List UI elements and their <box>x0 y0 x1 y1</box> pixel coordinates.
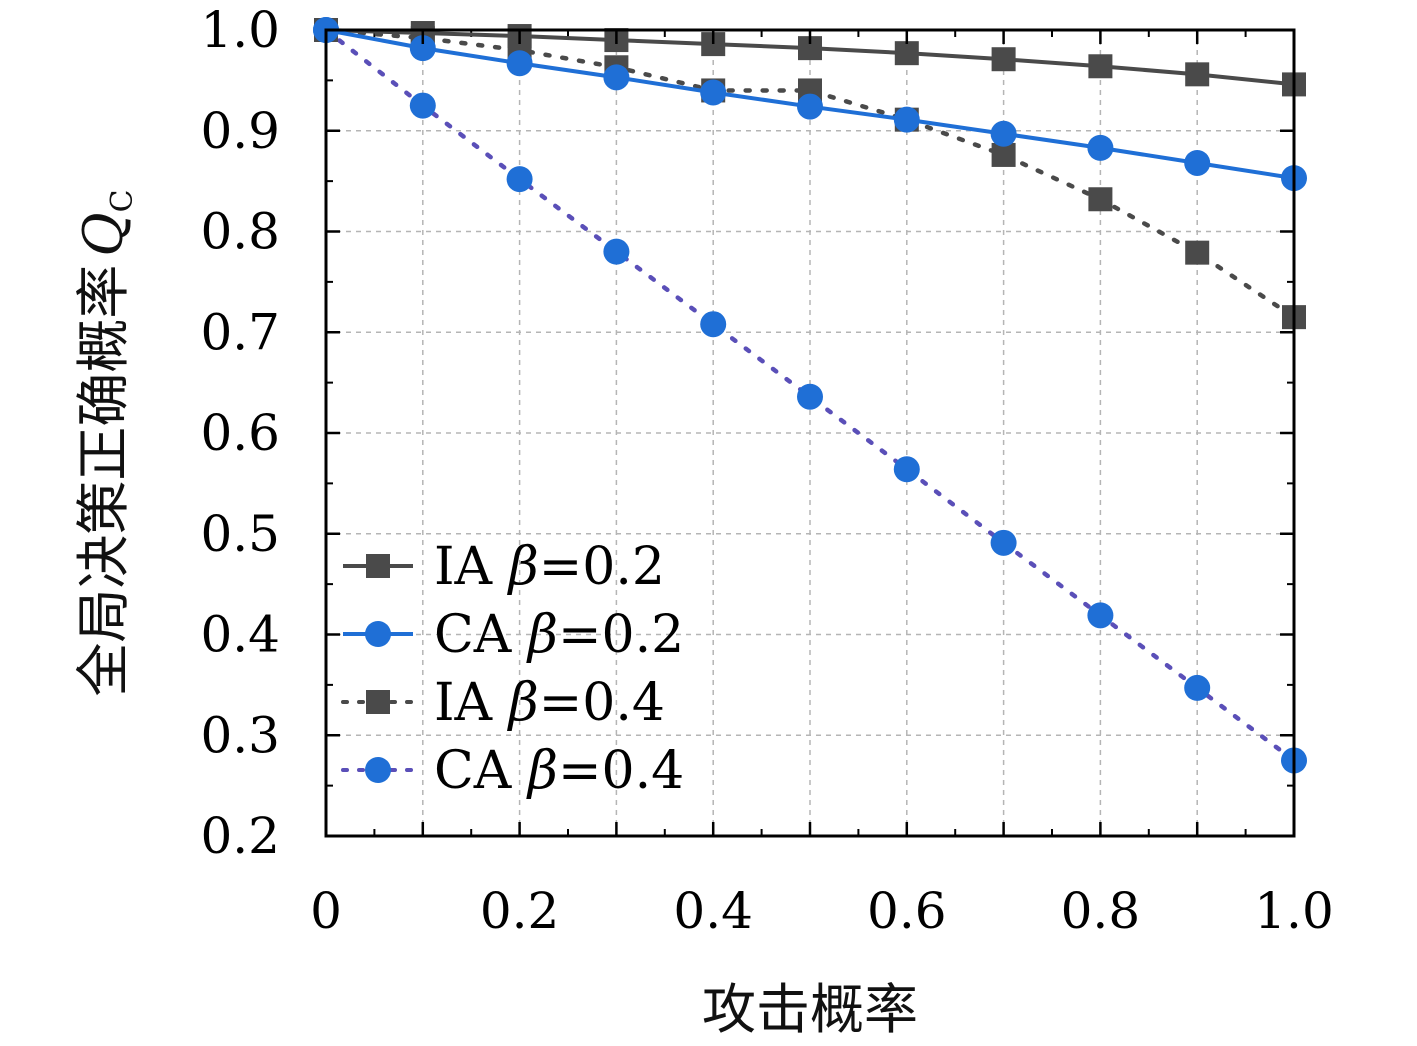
x-tick-label: 0.6 <box>867 882 947 940</box>
legend-item-3: CA β=0.4 <box>341 741 684 801</box>
data-point <box>797 93 823 120</box>
y-tick-label: 0.5 <box>200 505 280 563</box>
y-tick-label: 1.0 <box>200 1 280 59</box>
legend-label: IA β=0.4 <box>434 673 665 733</box>
data-point <box>603 238 630 265</box>
data-point <box>990 529 1017 556</box>
series-layer <box>313 17 1307 774</box>
y-tick-label: 0.8 <box>200 203 280 261</box>
legend-label-value: =0.4 <box>539 673 665 733</box>
legend-item-0: IA β=0.2 <box>343 537 665 597</box>
legend-label: CA β=0.2 <box>434 605 684 665</box>
legend-label-prefix: CA <box>434 741 528 801</box>
data-point <box>893 456 920 483</box>
data-point <box>991 47 1016 72</box>
data-point <box>894 41 919 66</box>
legend-label-prefix: IA <box>434 537 509 597</box>
x-tick-label: 0.2 <box>480 882 560 940</box>
y-axis-title: 全局决策正确概率 QC <box>72 189 140 696</box>
legend-marker <box>365 757 391 783</box>
data-point <box>700 311 727 338</box>
data-point <box>1087 602 1114 629</box>
legend-label-symbol: β <box>507 537 539 597</box>
data-point <box>1185 240 1210 265</box>
data-point <box>1088 187 1113 212</box>
x-tick-label: 0.8 <box>1061 882 1141 940</box>
y-axis-title-symbol: Q <box>72 212 135 256</box>
legend-label-value: =0.4 <box>558 741 684 801</box>
legend-marker <box>366 554 390 578</box>
data-point <box>797 383 823 410</box>
data-point <box>506 166 533 193</box>
legend-label-symbol: β <box>507 673 539 733</box>
series-3 <box>313 17 1307 774</box>
legend-item-1: CA β=0.2 <box>343 605 684 665</box>
legend-label-prefix: IA <box>434 673 509 733</box>
y-axis-title-text: 全局决策正确概率 <box>72 265 135 697</box>
y-axis-ticks: 0.2 0.3 0.4 0.5 0.6 0.7 0.8 0.9 1.0 <box>200 1 1294 865</box>
legend: IA β=0.2CA β=0.2IA β=0.4CA β=0.4 <box>341 537 684 801</box>
x-tick-label: 0.4 <box>673 882 753 940</box>
x-tick-label: 0 <box>310 882 342 940</box>
data-point <box>991 142 1016 167</box>
legend-label-symbol: β <box>526 605 558 665</box>
legend-label-prefix: CA <box>434 605 528 665</box>
data-point <box>409 92 436 119</box>
data-point <box>1087 134 1114 161</box>
data-point <box>893 106 920 133</box>
legend-label: CA β=0.4 <box>434 741 684 801</box>
x-tick-label: 1.0 <box>1254 882 1334 940</box>
data-point <box>1184 674 1211 701</box>
data-point <box>990 120 1017 147</box>
y-tick-label: 0.7 <box>200 303 280 361</box>
y-tick-label: 0.4 <box>200 606 280 664</box>
grid-lines <box>326 30 1294 836</box>
y-tick-label: 0.2 <box>200 807 280 865</box>
legend-label-value: =0.2 <box>558 605 684 665</box>
legend-label-symbol: β <box>526 741 558 801</box>
data-point <box>603 64 630 91</box>
series-line <box>323 27 1297 763</box>
data-point <box>1088 54 1113 79</box>
legend-label-value: =0.2 <box>539 537 665 597</box>
legend-marker <box>366 690 390 714</box>
x-axis-title: 攻击概率 <box>702 978 918 1041</box>
legend-item-2: IA β=0.4 <box>341 673 665 733</box>
legend-marker <box>365 621 391 647</box>
data-point <box>506 50 533 77</box>
y-tick-label: 0.9 <box>200 102 280 160</box>
data-point <box>1185 62 1210 87</box>
legend-label: IA β=0.2 <box>434 537 665 597</box>
data-point <box>409 35 436 62</box>
x-axis-ticks: 0 0.2 0.4 0.6 0.8 1.0 <box>310 30 1334 940</box>
series-line <box>323 27 1297 320</box>
data-point <box>700 79 727 106</box>
y-axis-title-subscript: C <box>105 189 140 212</box>
data-point <box>1184 149 1211 176</box>
y-tick-label: 0.6 <box>200 404 280 462</box>
y-tick-label: 0.3 <box>200 706 280 764</box>
